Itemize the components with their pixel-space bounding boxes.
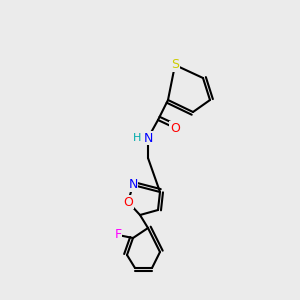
Text: O: O: [123, 196, 133, 208]
Text: N: N: [143, 131, 153, 145]
Text: S: S: [171, 58, 179, 71]
Text: N: N: [128, 178, 138, 191]
Text: F: F: [114, 229, 122, 242]
Text: H: H: [133, 133, 141, 143]
Text: O: O: [170, 122, 180, 134]
